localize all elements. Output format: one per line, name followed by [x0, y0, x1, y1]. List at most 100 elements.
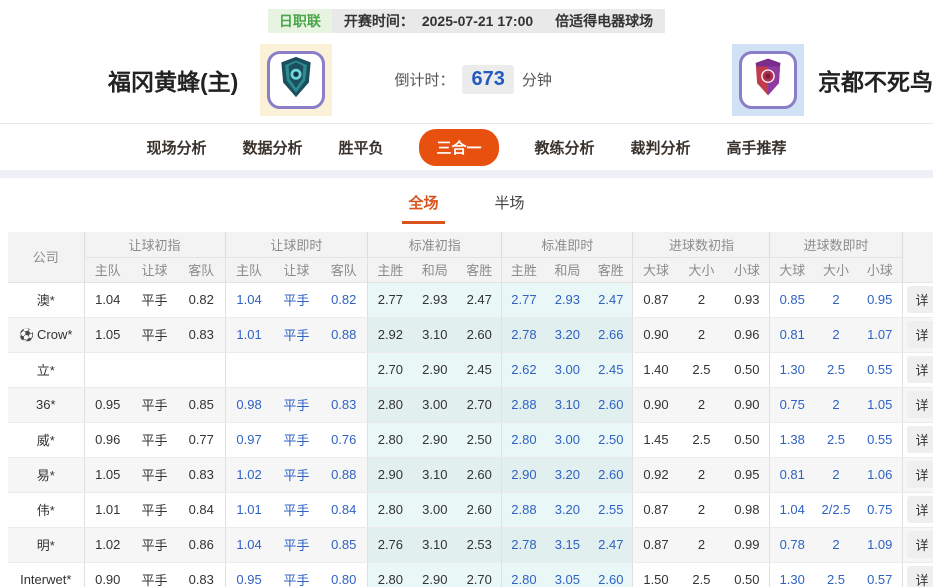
subtab-full-time[interactable]: 全场 [402, 188, 445, 224]
match-header: 福冈黄蜂(主) 倒计时： 673 分钟 [0, 36, 933, 124]
odds-cell: 0.82 [320, 282, 368, 318]
company-cell: 伟* [8, 492, 84, 528]
tab-data-analysis[interactable]: 数据分析 [242, 139, 303, 157]
odds-cell: 1.30 [769, 352, 814, 388]
odds-cell: 0.86 [178, 527, 225, 563]
odds-cell: 2 [678, 282, 725, 318]
odds-cell: 1.05 [83, 317, 131, 353]
odds-cell: 平手 [272, 562, 321, 587]
odds-cell: 0.55 [857, 352, 902, 388]
odds-cell: 2.80 [501, 422, 546, 458]
subheader: 大球 [769, 257, 814, 283]
odds-cell: 2.60 [457, 457, 502, 493]
subheader: 和局 [412, 257, 458, 283]
detail-cell: 详 [901, 527, 933, 563]
odds-cell: 0.96 [83, 422, 131, 458]
detail-cell: 详 [901, 492, 933, 528]
odds-cell: 2.80 [367, 387, 413, 423]
odds-cell: 2.80 [501, 562, 546, 587]
odds-cell: 0.77 [178, 422, 225, 458]
company-cell: Interwet* [8, 562, 84, 587]
odds-cell: 2 [678, 527, 725, 563]
subheader: 大小 [813, 257, 858, 283]
countdown: 倒计时： 673 分钟 [332, 65, 614, 94]
odds-cell: 3.10 [412, 527, 458, 563]
odds-cell: 0.95 [724, 457, 770, 493]
tab-three-in-one[interactable]: 三合一 [419, 128, 499, 166]
odds-cell: 1.01 [224, 492, 273, 528]
odds-cell: 2.70 [367, 352, 413, 388]
odds-cell: 1.40 [632, 352, 679, 388]
tab-coach-analysis[interactable]: 教练分析 [534, 139, 595, 157]
odds-cell: 0.82 [178, 282, 225, 318]
odds-cell: 2.90 [367, 457, 413, 493]
odds-cell: 2.76 [367, 527, 413, 563]
odds-cell: 2.47 [457, 282, 502, 318]
company-cell: 明* [8, 527, 84, 563]
league-badge[interactable]: 日职联 [267, 9, 332, 33]
odds-cell: 2.80 [367, 422, 413, 458]
group-header-handicap-live: 让球即时 [224, 232, 368, 258]
tab-win-draw-loss[interactable]: 胜平负 [338, 139, 384, 157]
countdown-label: 倒计时： [394, 72, 455, 89]
odds-table: 公司 让球初指 让球即时 标准初指 标准即时 进球数初指 进球数即时 主队 让球… [8, 232, 933, 587]
tab-expert-picks[interactable]: 高手推荐 [726, 139, 787, 157]
odds-cell: 平手 [272, 317, 321, 353]
detail-button[interactable]: 详 [906, 531, 933, 558]
detail-button[interactable]: 详 [906, 356, 933, 383]
odds-cell: 2.50 [589, 422, 633, 458]
subheader: 让球 [131, 257, 178, 283]
odds-cell: 0.87 [632, 492, 679, 528]
odds-cell: 1.06 [857, 457, 902, 493]
odds-cell: 2 [813, 282, 858, 318]
odds-cell: 2.50 [457, 422, 502, 458]
company-cell: ⚽ Crow* [8, 317, 84, 353]
odds-card: 全场 半场 公司 让球初指 让球即时 标准初指 标准即时 [0, 178, 933, 587]
subheader: 小球 [857, 257, 902, 283]
odds-cell: 0.92 [632, 457, 679, 493]
odds-cell: 2 [678, 457, 725, 493]
odds-cell: 2.77 [367, 282, 413, 318]
odds-cell: 平手 [131, 492, 178, 528]
detail-button[interactable]: 详 [906, 461, 933, 488]
odds-cell: 2.88 [501, 387, 546, 423]
odds-cell: 3.00 [412, 492, 458, 528]
odds-cell [131, 352, 178, 388]
table-row: 澳* 1.04 平手 0.82 1.04 平手 0.82 2.77 2.93 2.47 2.77 2.… [8, 282, 933, 318]
tab-referee-analysis[interactable]: 裁判分析 [630, 139, 691, 157]
odds-cell: 2.5 [678, 422, 725, 458]
group-header-goals-initial: 进球数初指 [632, 232, 770, 258]
odds-cell: 3.00 [412, 387, 458, 423]
odds-cell: 1.05 [857, 387, 902, 423]
nav-tabs: 现场分析 数据分析 胜平负 三合一 教练分析 裁判分析 高手推荐 [0, 124, 933, 170]
odds-cell [178, 352, 225, 388]
detail-button[interactable]: 详 [906, 496, 933, 523]
home-team-logo [260, 43, 333, 116]
detail-button[interactable]: 详 [906, 426, 933, 453]
detail-button[interactable]: 详 [906, 566, 933, 587]
table-row: 明* 1.02 平手 0.86 1.04 平手 0.85 2.76 3.10 2.53 2.78 3.… [8, 527, 933, 563]
odds-cell: 2.66 [589, 317, 633, 353]
odds-cell: 平手 [272, 527, 321, 563]
company-cell: 威* [8, 422, 84, 458]
odds-cell: 1.01 [224, 317, 273, 353]
odds-cell: 2.88 [501, 492, 546, 528]
detail-button[interactable]: 详 [906, 391, 933, 418]
odds-cell: 2 [813, 317, 858, 353]
odds-cell: 2.60 [589, 457, 633, 493]
subtab-half-time[interactable]: 半场 [494, 195, 525, 212]
tab-live-analysis[interactable]: 现场分析 [146, 139, 207, 157]
odds-cell: 1.09 [857, 527, 902, 563]
subheader: 主队 [224, 257, 273, 283]
detail-button[interactable]: 详 [906, 286, 933, 313]
away-team-name: 京都不死鸟 [818, 68, 933, 95]
detail-column-header [901, 232, 933, 283]
odds-cell: 2.80 [367, 492, 413, 528]
odds-cell: 0.90 [724, 387, 770, 423]
odds-cell: 1.05 [83, 457, 131, 493]
detail-cell: 详 [901, 562, 933, 587]
odds-cell: 2 [678, 317, 725, 353]
odds-cell: 1.01 [83, 492, 131, 528]
company-cell: 澳* [8, 282, 84, 318]
detail-button[interactable]: 详 [906, 321, 933, 348]
